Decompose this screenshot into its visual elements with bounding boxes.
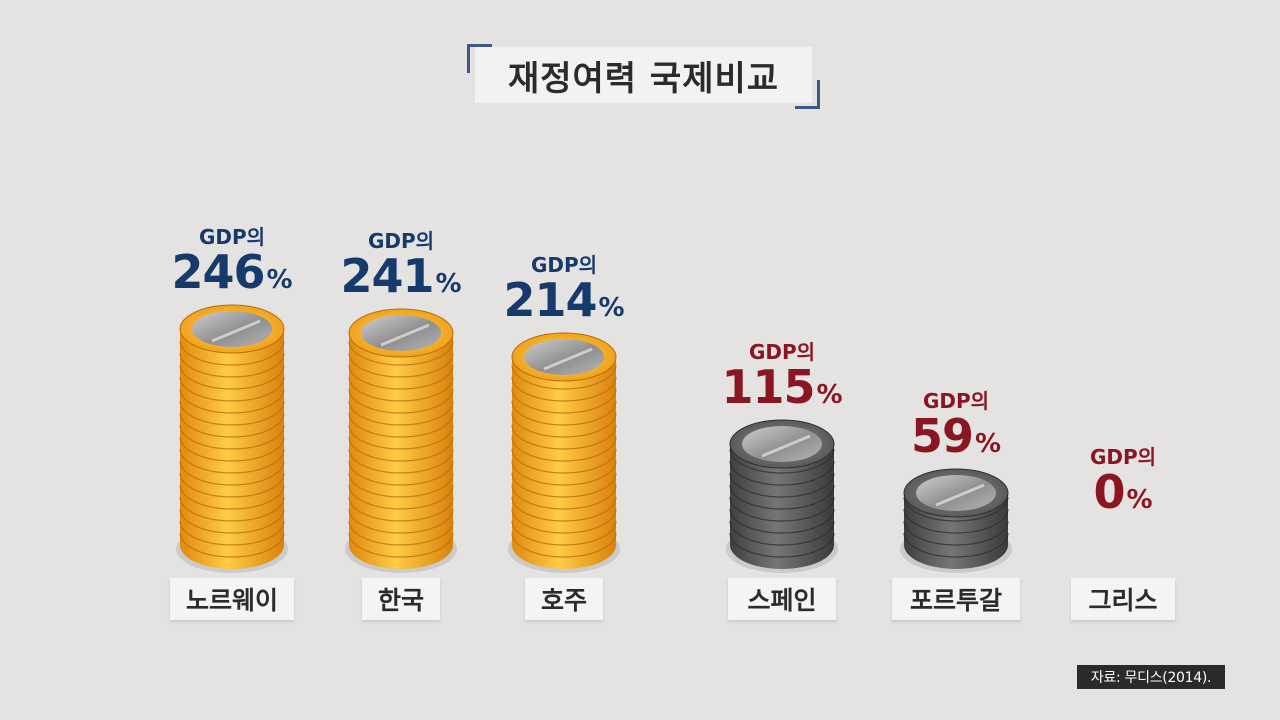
chart-title: 재정여력 국제비교	[507, 58, 780, 99]
category-label: 스페인	[728, 578, 836, 620]
percent-sign: %	[1126, 485, 1153, 515]
value-label: GDP의 214%	[484, 253, 644, 334]
category-label: 호주	[525, 578, 603, 620]
percent-sign: %	[435, 269, 462, 299]
data-value: 0	[1093, 465, 1125, 519]
coin-stack	[726, 419, 838, 573]
pct-line: 241%	[321, 253, 481, 310]
value-label: GDP의 0%	[1043, 445, 1203, 526]
value-label: GDP의 59%	[876, 389, 1036, 470]
data-value: 214	[503, 273, 597, 327]
category-label: 포르투갈	[892, 578, 1020, 620]
percent-sign: %	[816, 380, 843, 410]
category-label: 노르웨이	[170, 578, 294, 620]
percent-sign: %	[974, 429, 1002, 459]
gdp-prefix: GDP의	[530, 253, 598, 277]
coin-stack	[345, 308, 457, 573]
percent-sign: %	[266, 265, 293, 295]
pct-line: 246%	[152, 249, 312, 306]
title-bracket-top-left	[467, 44, 492, 73]
pct-line: 115%	[702, 364, 862, 421]
data-value: 246	[171, 245, 265, 299]
data-value: 241	[340, 249, 434, 303]
gdp-prefix: GDP의	[1089, 445, 1157, 469]
value-label: GDP의 241%	[321, 229, 481, 310]
data-value: 59	[910, 409, 974, 463]
gdp-prefix: GDP의	[367, 229, 435, 253]
percent-sign: %	[598, 293, 625, 323]
value-label: GDP의 246%	[152, 225, 312, 306]
coin-stack	[900, 468, 1012, 573]
coin-stack	[176, 304, 288, 573]
value-label: GDP의 115%	[702, 340, 862, 421]
category-label: 한국	[362, 578, 440, 620]
pct-line: 214%	[484, 277, 644, 334]
source-note: 자료: 무디스(2014).	[1077, 665, 1225, 689]
title-box: 재정여력 국제비교	[475, 47, 812, 103]
pct-line: 59%	[876, 413, 1036, 470]
gdp-prefix: GDP의	[198, 225, 266, 249]
category-label: 그리스	[1071, 578, 1175, 620]
title-bracket-bottom-right	[795, 80, 820, 109]
gdp-prefix: GDP의	[748, 340, 816, 364]
pct-line: 0%	[1043, 469, 1203, 526]
data-value: 115	[721, 360, 815, 414]
coin-stack	[508, 332, 620, 573]
gdp-prefix: GDP의	[922, 389, 990, 413]
